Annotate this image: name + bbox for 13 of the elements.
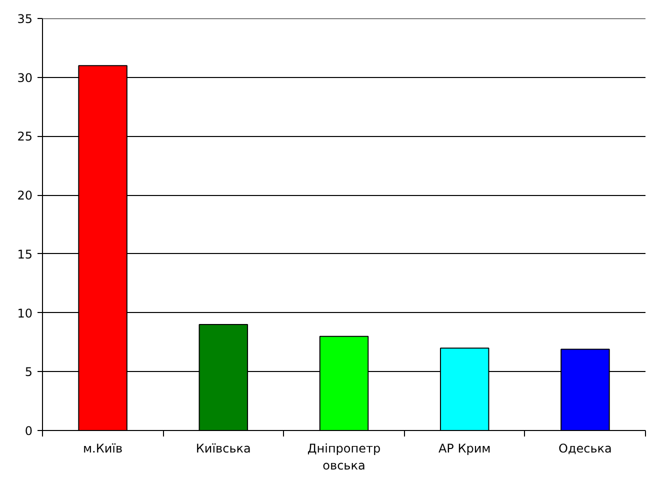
y-tick-label: 25 <box>17 130 33 144</box>
y-tick-label: 5 <box>24 365 33 380</box>
y-tick-label: 10 <box>17 306 33 320</box>
y-tick-label: 20 <box>17 188 33 203</box>
x-tick-label: м.Київ <box>83 442 123 456</box>
y-tick-label: 30 <box>17 70 33 85</box>
x-tick-label: АР Крим <box>438 442 491 456</box>
y-tick-label: 35 <box>17 12 33 26</box>
y-tick-label: 0 <box>24 424 33 438</box>
x-tick-label: Київська <box>196 442 251 456</box>
y-tick-label: 15 <box>17 247 33 262</box>
x-tick-label: Одеська <box>558 442 612 456</box>
x-tick-label: Дніпропетровська <box>307 442 381 472</box>
